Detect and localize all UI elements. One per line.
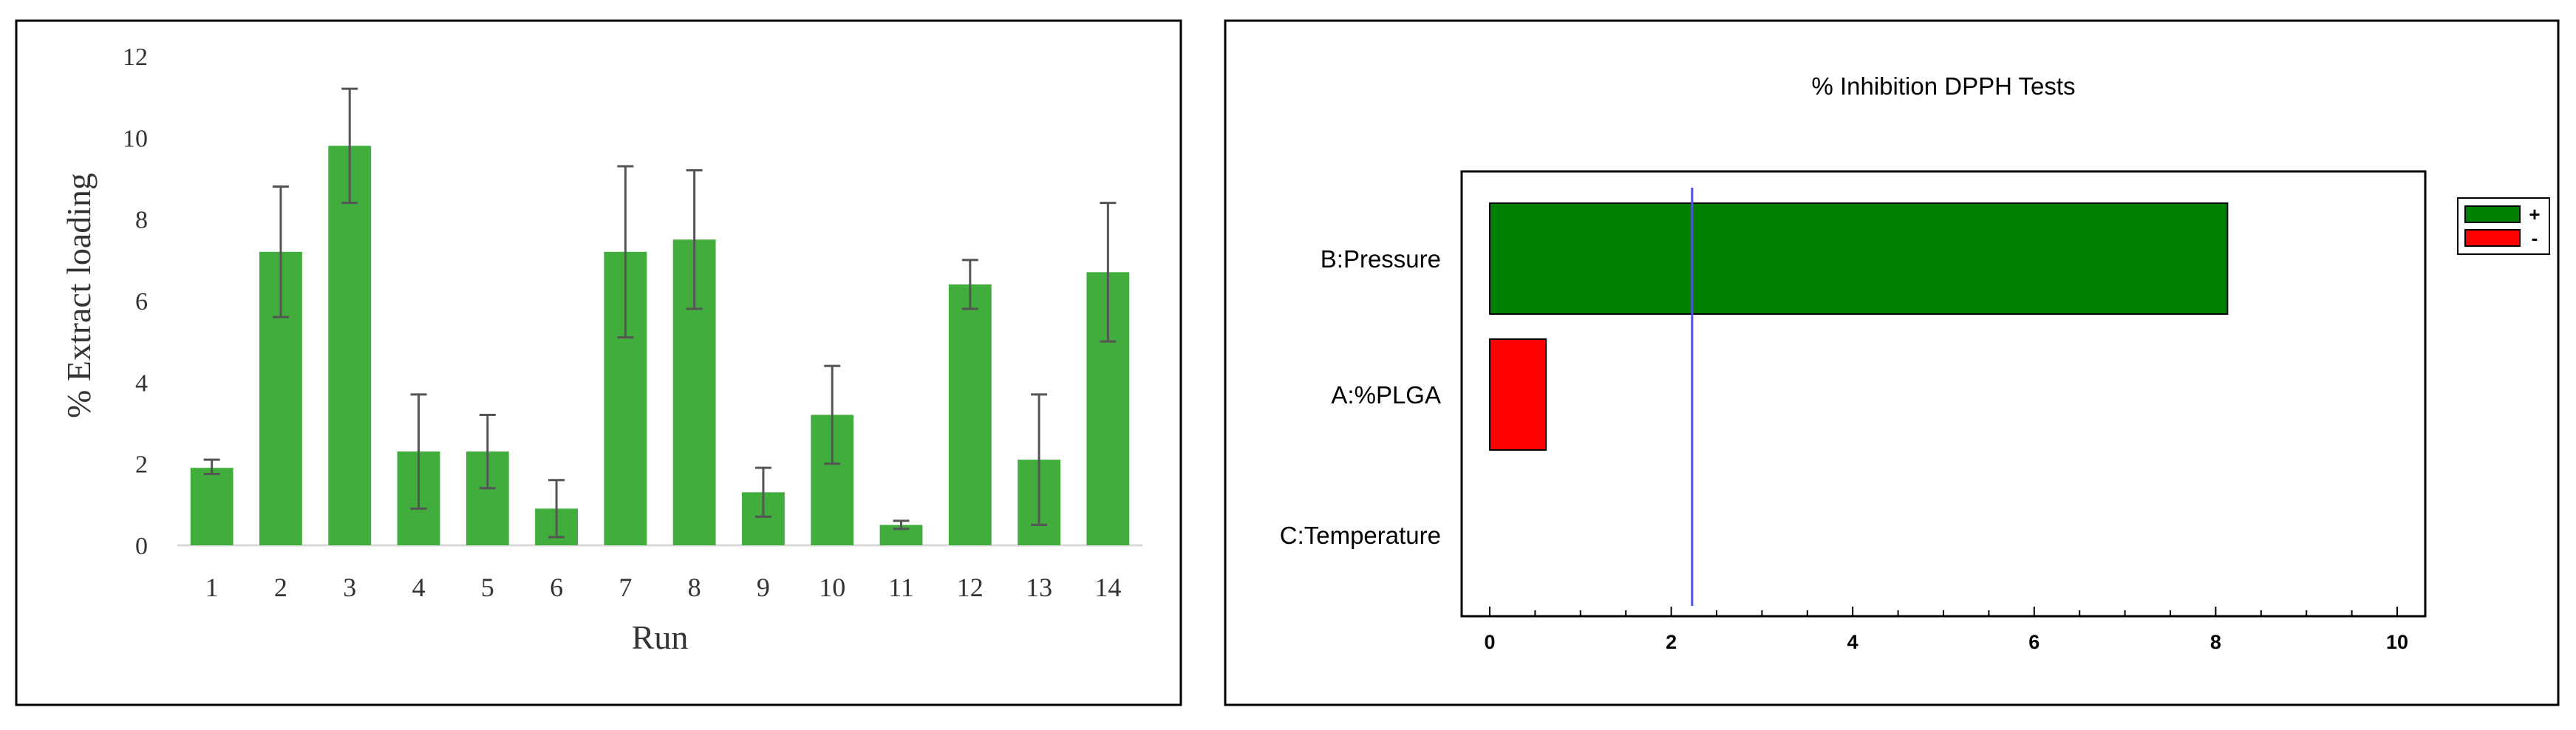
right-bar-b-pressure xyxy=(1489,202,2229,315)
left-y-tick-label: 2 xyxy=(135,451,148,479)
right-chart: % Inhibition DPPH Tests B:Pressure A:%PLG… xyxy=(1224,19,2560,706)
left-y-tick-label: 10 xyxy=(123,125,148,152)
right-x-tick-label: 10 xyxy=(2386,631,2408,653)
right-x-ticks: 0 2 4 6 8 10 xyxy=(1484,607,2408,653)
legend-swatch xyxy=(2464,229,2521,247)
right-x-tick-label: 2 xyxy=(1666,631,1677,653)
left-x-tick-label: 1 xyxy=(205,573,219,602)
left-y-tick-label: 4 xyxy=(135,369,148,397)
right-x-tick-label: 6 xyxy=(2028,631,2040,653)
left-y-tick-labels: 0 2 4 6 8 10 12 xyxy=(123,44,148,560)
left-y-tick-label: 6 xyxy=(135,288,148,315)
right-bar-a-plga xyxy=(1489,338,1547,451)
right-category-label: A:%PLGA xyxy=(1331,381,1441,409)
left-x-tick-label: 14 xyxy=(1094,573,1121,602)
left-x-tick-label: 6 xyxy=(550,573,563,602)
left-bar-run-3 xyxy=(328,146,372,545)
right-x-tick-label: 8 xyxy=(2210,631,2221,653)
left-x-tick-label: 5 xyxy=(481,573,494,602)
left-bar-run-12 xyxy=(948,284,992,545)
right-bars xyxy=(1489,202,2229,451)
left-y-tick-label: 8 xyxy=(135,207,148,234)
left-x-tick-label: 8 xyxy=(688,573,701,602)
right-x-tick-label: 4 xyxy=(1847,631,1858,653)
left-error-bars xyxy=(203,87,1117,539)
left-x-tick-label: 4 xyxy=(412,573,426,602)
left-y-tick-label: 12 xyxy=(123,44,148,71)
left-x-tick-label: 3 xyxy=(343,573,356,602)
left-x-tick-label: 7 xyxy=(619,573,632,602)
right-legend: +- xyxy=(2457,197,2550,255)
left-bars xyxy=(190,146,1130,545)
right-chart-title: % Inhibition DPPH Tests xyxy=(1811,72,2075,100)
left-x-tick-label: 13 xyxy=(1026,573,1052,602)
left-y-tick-label: 0 xyxy=(135,533,148,560)
legend-label: + xyxy=(2529,203,2540,225)
left-x-tick-labels: 1 2 3 4 5 6 7 8 9 10 11 12 13 14 xyxy=(205,573,1122,602)
left-x-tick-label: 12 xyxy=(957,573,984,602)
left-y-axis-label: % Extract loading xyxy=(60,173,98,418)
right-category-label: C:Temperature xyxy=(1280,522,1441,549)
left-x-axis-label: Run xyxy=(632,618,689,656)
left-x-tick-label: 2 xyxy=(274,573,287,602)
right-category-label: B:Pressure xyxy=(1321,245,1441,273)
left-x-tick-label: 10 xyxy=(819,573,845,602)
left-x-tick-label: 9 xyxy=(757,573,770,602)
right-x-tick-label: 0 xyxy=(1484,631,1495,653)
right-category-labels: B:Pressure A:%PLGA C:Temperature xyxy=(1280,245,1441,549)
left-x-tick-label: 11 xyxy=(888,573,914,602)
legend-label: - xyxy=(2532,227,2538,249)
left-bar-run-1 xyxy=(190,468,234,545)
legend-swatch xyxy=(2464,205,2521,223)
left-chart-frame xyxy=(15,19,1182,706)
